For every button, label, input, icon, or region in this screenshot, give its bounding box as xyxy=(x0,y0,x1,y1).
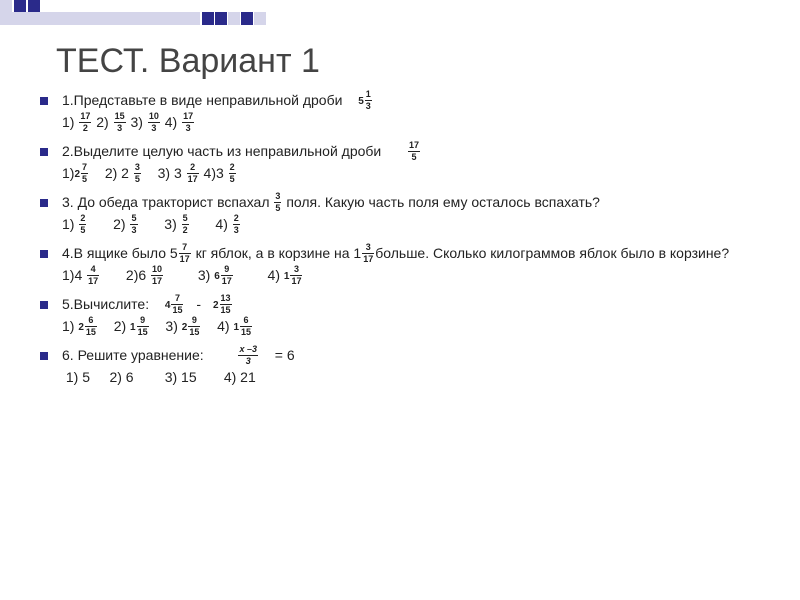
q5-opt3: 2915 xyxy=(182,317,202,338)
q3-opt1: 25 xyxy=(79,214,86,235)
q3-answers: 1) 25 2) 53 3) 52 4) 23 xyxy=(62,215,762,236)
q1-given: 513 xyxy=(358,91,373,112)
q3-prompt-a: 3. До обеда тракторист вспахал xyxy=(62,194,270,210)
q2-prompt: 2.Выделите целую часть из неправильной д… xyxy=(62,143,381,159)
q1-text: 1.Представьте в виде неправильной дроби … xyxy=(62,91,762,112)
q4-opt2: 1017 xyxy=(151,265,163,286)
question-4: 4.В ящике было 5717 кг яблок, а в корзин… xyxy=(62,244,762,287)
q3-opt4: 23 xyxy=(233,214,240,235)
q4-prompt-b: кг яблок, а в корзине на 1 xyxy=(196,245,362,261)
q2-opt4: 25 xyxy=(229,163,236,184)
question-6: 6. Решите уравнение: x –33 = 6 1) 5 2) 6… xyxy=(62,346,762,387)
question-3: 3. До обеда тракторист вспахал 35 поля. … xyxy=(62,193,762,236)
q4-prompt-c: больше. Сколько килограммов яблок было в… xyxy=(375,245,729,261)
bullet-icon xyxy=(40,148,48,156)
minus-sign: - xyxy=(196,296,201,312)
q6-eq: = 6 xyxy=(275,347,295,363)
q4-text: 4.В ящике было 5717 кг яблок, а в корзин… xyxy=(62,244,762,265)
slide-title: ТЕСТ. Вариант 1 xyxy=(56,42,762,81)
q2-opt2: 35 xyxy=(134,163,141,184)
q1-opt2: 153 xyxy=(114,112,126,133)
question-2: 2.Выделите целую часть из неправильной д… xyxy=(62,142,762,185)
q2-opt1: 275 xyxy=(74,164,89,185)
question-5: 5.Вычислите: 4715 - 21315 1) 2615 2) 191… xyxy=(62,295,762,338)
q6-expr: x –33 xyxy=(238,345,258,366)
q5-opt1: 2615 xyxy=(78,317,98,338)
q4-opt3: 6917 xyxy=(214,266,234,287)
q5-b: 21315 xyxy=(213,295,233,316)
q5-answers: 1) 2615 2) 1915 3) 2915 4) 1615 xyxy=(62,317,762,338)
q1-answers: 1) 172 2) 153 3) 103 4) 173 xyxy=(62,113,762,134)
corner-decoration xyxy=(0,0,270,40)
q1-prompt: 1.Представьте в виде неправильной дроби xyxy=(62,92,342,108)
q4-f2: 317 xyxy=(362,243,374,264)
q2-answers: 1)275 2) 2 35 3) 3 217 4)3 25 xyxy=(62,164,762,185)
q3-given: 35 xyxy=(274,192,281,213)
q3-text: 3. До обеда тракторист вспахал 35 поля. … xyxy=(62,193,762,214)
q6-answers: 1) 5 2) 6 3) 15 4) 21 xyxy=(62,368,762,387)
q4-opt4: 1317 xyxy=(284,266,304,287)
question-1: 1.Представьте в виде неправильной дроби … xyxy=(62,91,762,134)
q5-opt2: 1915 xyxy=(130,317,150,338)
bullet-icon xyxy=(40,301,48,309)
q4-f1: 717 xyxy=(179,243,191,264)
bullet-icon xyxy=(40,250,48,258)
q4-prompt-a: 4.В ящике было 5 xyxy=(62,245,178,261)
q3-opt2: 53 xyxy=(130,214,137,235)
q5-a: 4715 xyxy=(165,295,185,316)
q3-prompt-b: поля. Какую часть поля ему осталось вспа… xyxy=(286,194,600,210)
q1-opt4: 173 xyxy=(182,112,194,133)
slide-content: ТЕСТ. Вариант 1 1.Представьте в виде неп… xyxy=(0,0,800,387)
q5-text: 5.Вычислите: 4715 - 21315 xyxy=(62,295,762,316)
q5-prompt: 5.Вычислите: xyxy=(62,296,149,312)
q1-opt1: 172 xyxy=(79,112,91,133)
q1-opt3: 103 xyxy=(148,112,160,133)
q5-opt4: 1615 xyxy=(233,317,253,338)
bullet-icon xyxy=(40,97,48,105)
q6-text: 6. Решите уравнение: x –33 = 6 xyxy=(62,346,762,367)
q6-prompt: 6. Решите уравнение: xyxy=(62,347,204,363)
q4-answers: 1)4 417 2)6 1017 3) 6917 4) 1317 xyxy=(62,266,762,287)
bullet-icon xyxy=(40,352,48,360)
q2-given: 175 xyxy=(408,141,420,162)
q2-text: 2.Выделите целую часть из неправильной д… xyxy=(62,142,762,163)
q2-opt3: 217 xyxy=(187,163,199,184)
q3-opt3: 52 xyxy=(182,214,189,235)
q4-opt1: 417 xyxy=(87,265,99,286)
bullet-icon xyxy=(40,199,48,207)
